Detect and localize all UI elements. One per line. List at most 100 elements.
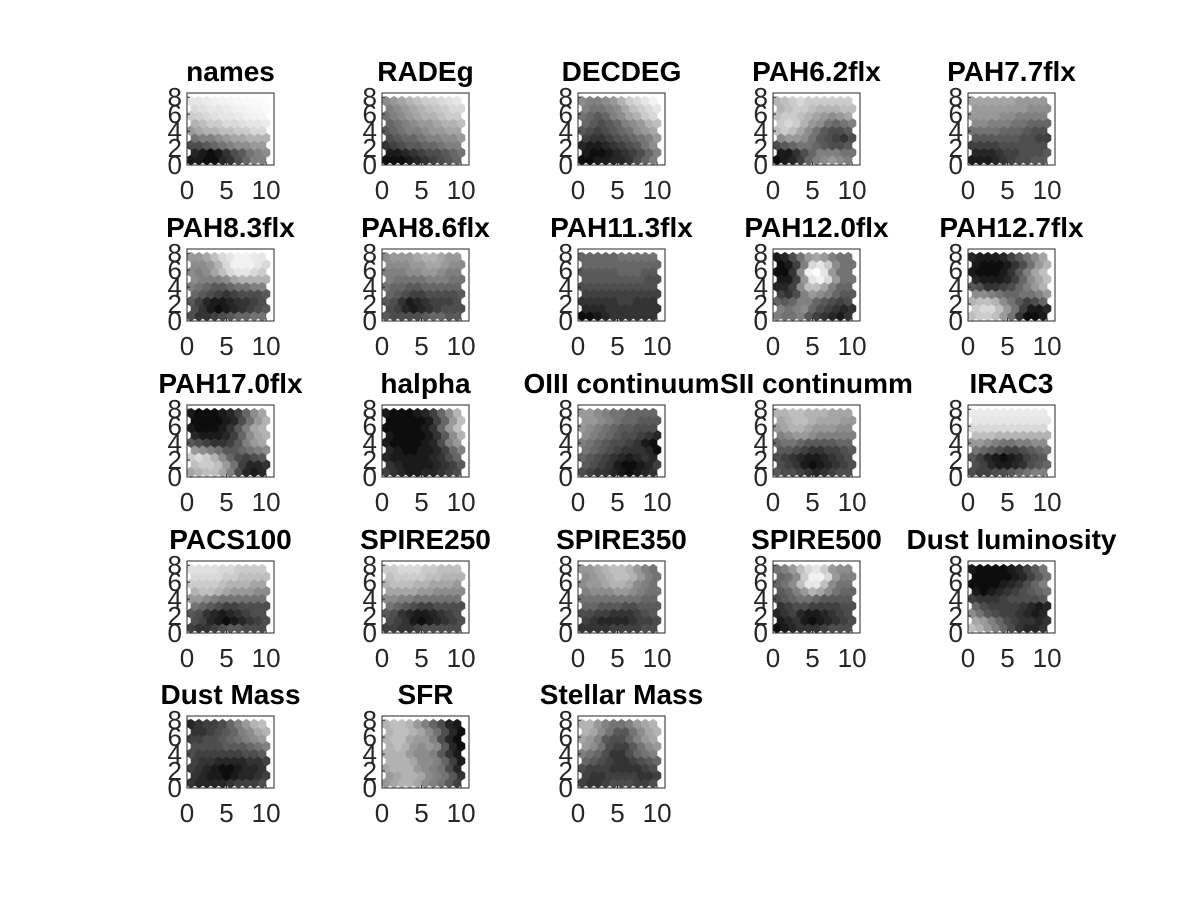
panel-title: DECDEG (562, 56, 682, 87)
x-tick-label: 5 (219, 331, 233, 361)
x-tick-label: 5 (610, 331, 624, 361)
x-tick-label: 10 (252, 798, 281, 828)
x-tick-label: 5 (805, 487, 819, 517)
y-tick-label: 8 (168, 394, 182, 424)
y-tick-label: 8 (754, 238, 768, 268)
x-tick-label: 10 (1033, 331, 1062, 361)
hex-cells (382, 252, 465, 321)
y-tick-label: 8 (363, 394, 377, 424)
hex-cells (968, 252, 1051, 321)
hex-cells (773, 408, 856, 477)
hex-cells (773, 96, 856, 165)
panel-title: SPIRE250 (360, 524, 491, 555)
x-tick-label: 10 (1033, 175, 1062, 205)
hex-cells (187, 564, 270, 633)
y-tick-label: 8 (559, 705, 573, 735)
y-tick-label: 8 (949, 550, 963, 580)
hex-cells (187, 252, 270, 321)
x-tick-label: 5 (1000, 487, 1014, 517)
y-tick-label: 8 (754, 82, 768, 112)
x-tick-label: 10 (838, 643, 867, 673)
hex-cells (968, 96, 1051, 165)
x-tick-label: 5 (610, 175, 624, 205)
x-tick-label: 10 (447, 331, 476, 361)
x-tick-label: 5 (414, 331, 428, 361)
panel-title: PAH8.3flx (166, 212, 295, 243)
hex-cells (382, 96, 465, 165)
y-tick-label: 8 (559, 82, 573, 112)
y-tick-label: 8 (949, 82, 963, 112)
hex-cells (773, 252, 856, 321)
hex-cells (578, 96, 661, 165)
x-tick-label: 10 (838, 487, 867, 517)
x-tick-label: 5 (219, 643, 233, 673)
x-tick-label: 10 (447, 798, 476, 828)
x-tick-label: 5 (805, 331, 819, 361)
hex-cells (578, 564, 661, 633)
x-tick-label: 5 (1000, 331, 1014, 361)
x-tick-label: 10 (643, 487, 672, 517)
y-tick-label: 8 (559, 238, 573, 268)
x-tick-label: 10 (252, 331, 281, 361)
x-tick-label: 5 (219, 798, 233, 828)
hex-cells (968, 408, 1051, 477)
hex-cells (382, 719, 465, 788)
y-tick-label: 8 (363, 82, 377, 112)
x-tick-label: 5 (610, 487, 624, 517)
x-tick-label: 5 (610, 798, 624, 828)
x-tick-label: 10 (643, 331, 672, 361)
hex-cells (187, 719, 270, 788)
x-tick-label: 5 (414, 643, 428, 673)
panel-title: Dust luminosity (906, 524, 1116, 555)
y-tick-label: 8 (363, 550, 377, 580)
panel-title: IRAC3 (969, 368, 1053, 399)
x-tick-label: 5 (610, 643, 624, 673)
x-tick-label: 5 (805, 643, 819, 673)
x-tick-label: 10 (643, 175, 672, 205)
x-tick-label: 10 (838, 175, 867, 205)
panel-title: PACS100 (169, 524, 291, 555)
panel-title: SFR (398, 679, 454, 710)
x-tick-label: 10 (252, 175, 281, 205)
y-tick-label: 8 (754, 394, 768, 424)
x-tick-label: 5 (219, 175, 233, 205)
y-tick-label: 8 (949, 394, 963, 424)
x-tick-label: 5 (1000, 175, 1014, 205)
panel-title: PAH8.6flx (361, 212, 490, 243)
x-tick-label: 10 (1033, 487, 1062, 517)
hex-cells (382, 564, 465, 633)
x-tick-label: 10 (643, 643, 672, 673)
panel-title: OIII continuum (524, 368, 720, 399)
hex-cells (578, 408, 661, 477)
y-tick-label: 8 (754, 550, 768, 580)
y-tick-label: 8 (559, 394, 573, 424)
y-tick-label: 8 (168, 238, 182, 268)
panel-title: SPIRE350 (556, 524, 687, 555)
x-tick-label: 10 (838, 331, 867, 361)
hex-cells (773, 564, 856, 633)
x-tick-label: 5 (414, 798, 428, 828)
panel-title: RADEg (377, 56, 473, 87)
panel-title: PAH6.2flx (752, 56, 881, 87)
x-tick-label: 10 (447, 175, 476, 205)
y-tick-label: 8 (168, 705, 182, 735)
y-tick-label: 8 (949, 238, 963, 268)
x-tick-label: 5 (1000, 643, 1014, 673)
x-tick-label: 10 (252, 487, 281, 517)
x-tick-label: 10 (643, 798, 672, 828)
hex-cells (578, 719, 661, 788)
y-tick-label: 8 (168, 550, 182, 580)
x-tick-label: 5 (219, 487, 233, 517)
panel-title: halpha (380, 368, 471, 399)
hex-cells (187, 408, 270, 477)
hex-cells (578, 252, 661, 321)
x-tick-label: 10 (252, 643, 281, 673)
x-tick-label: 10 (1033, 643, 1062, 673)
hex-cells (187, 96, 270, 165)
hex-cells (968, 564, 1051, 633)
y-tick-label: 8 (363, 238, 377, 268)
panel-title: SPIRE500 (751, 524, 882, 555)
y-tick-label: 8 (559, 550, 573, 580)
panel-title: SII continumm (720, 368, 913, 399)
